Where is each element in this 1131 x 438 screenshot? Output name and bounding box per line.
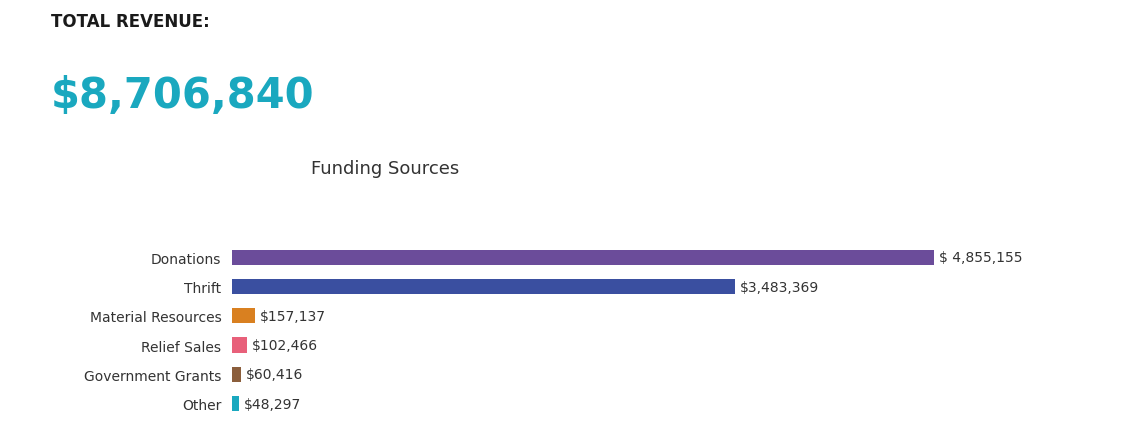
Bar xyxy=(232,396,239,411)
Text: Funding Sources: Funding Sources xyxy=(311,159,459,177)
Text: TOTAL REVENUE:: TOTAL REVENUE: xyxy=(51,13,209,31)
Bar xyxy=(232,279,735,294)
Text: $60,416: $60,416 xyxy=(245,367,303,381)
Bar xyxy=(232,338,247,353)
Text: $102,466: $102,466 xyxy=(252,338,318,352)
Text: $48,297: $48,297 xyxy=(244,397,301,411)
Text: $157,137: $157,137 xyxy=(260,309,326,323)
Text: $8,706,840: $8,706,840 xyxy=(51,74,314,117)
Bar xyxy=(232,250,933,265)
Bar xyxy=(232,308,254,324)
Text: $ 4,855,155: $ 4,855,155 xyxy=(939,251,1022,265)
Text: $3,483,369: $3,483,369 xyxy=(741,280,820,294)
Bar xyxy=(232,367,241,382)
